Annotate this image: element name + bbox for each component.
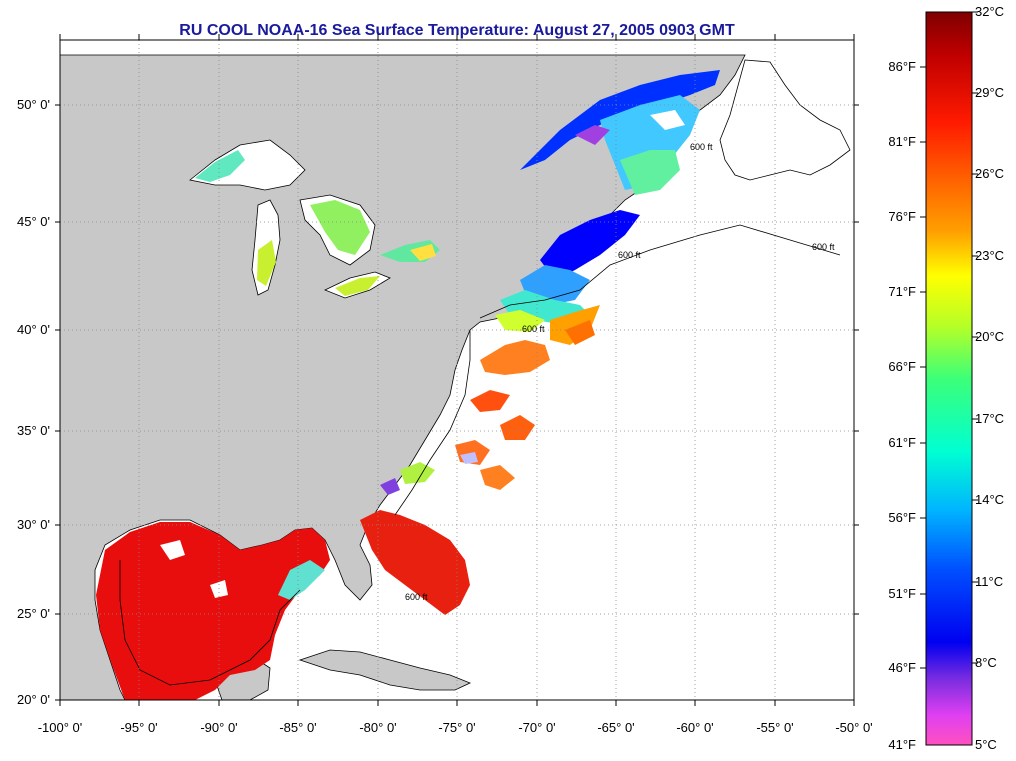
colorbar-f-label: 41°F — [888, 737, 916, 752]
colorbar-f-label: 46°F — [888, 660, 916, 675]
map-title: RU COOL NOAA-16 Sea Surface Temperature:… — [179, 22, 735, 39]
lat-label: 45° 0' — [17, 214, 50, 229]
colorbar — [925, 11, 973, 746]
lon-label: -50° 0' — [835, 720, 873, 735]
colorbar-f-label: 71°F — [888, 284, 916, 299]
colorbar-c-label: 17°C — [975, 411, 1005, 426]
colorbar-f-label: 76°F — [888, 209, 916, 224]
colorbar-c-label: 5°C — [975, 737, 997, 752]
colorbar-ticks — [920, 11, 978, 669]
sst-northeast — [520, 70, 720, 195]
lat-label: 20° 0' — [17, 692, 50, 707]
colorbar-f-label: 81°F — [888, 134, 916, 149]
sst-mid-atlantic — [380, 340, 550, 495]
colorbar-c-label: 26°C — [975, 166, 1005, 181]
tick-marks — [55, 34, 859, 706]
lon-label: -60° 0' — [676, 720, 714, 735]
contour-label: 600 ft — [690, 142, 713, 152]
colorbar-f-label: 61°F — [888, 435, 916, 450]
great-lakes — [189, 139, 440, 299]
colorbar-c-label: 14°C — [975, 492, 1005, 507]
lon-label: -70° 0' — [518, 720, 556, 735]
contour-label: 600 ft — [618, 250, 641, 260]
lon-label: -55° 0' — [756, 720, 794, 735]
land-cuba — [298, 649, 472, 691]
colorbar-f-label: 66°F — [888, 359, 916, 374]
contour-label: 600 ft — [405, 592, 428, 602]
lon-label: -95° 0' — [120, 720, 158, 735]
contour-label-group: 600 ft 600 ft 600 ft 600 ft 600 ft — [405, 142, 835, 602]
colorbar-c-label: 8°C — [975, 655, 997, 670]
colorbar-f-label: 56°F — [888, 510, 916, 525]
sst-gulf-of-maine — [495, 210, 640, 345]
lon-label: -80° 0' — [359, 720, 397, 735]
lat-label: 50° 0' — [17, 97, 50, 112]
graticule — [60, 40, 854, 700]
contour-label: 600 ft — [812, 242, 835, 252]
lat-label: 35° 0' — [17, 423, 50, 438]
contour-label: 600 ft — [522, 324, 545, 334]
land-north-america — [59, 54, 746, 701]
lat-label: 25° 0' — [17, 606, 50, 621]
colorbar-f-label: 86°F — [888, 59, 916, 74]
sst-southeast-coast — [360, 510, 470, 615]
lon-label: -90° 0' — [200, 720, 238, 735]
isobath-600ft — [119, 224, 841, 686]
lon-label: -100° 0' — [37, 720, 83, 735]
land-labrador — [719, 59, 851, 181]
colorbar-c-label: 29°C — [975, 85, 1005, 100]
colorbar-f-label: 51°F — [888, 586, 916, 601]
colorbar-c-label: 23°C — [975, 248, 1005, 263]
colorbar-c-label: 20°C — [975, 329, 1005, 344]
lat-label: 30° 0' — [17, 517, 50, 532]
colorbar-c-label: 11°C — [975, 574, 1004, 589]
lon-label: -65° 0' — [597, 720, 635, 735]
lon-label: -75° 0' — [438, 720, 476, 735]
colorbar-c-label: 32°C — [975, 4, 1005, 19]
sst-gulf-of-mexico — [96, 522, 330, 700]
lon-label: -85° 0' — [279, 720, 317, 735]
lat-label: 40° 0' — [17, 322, 50, 337]
